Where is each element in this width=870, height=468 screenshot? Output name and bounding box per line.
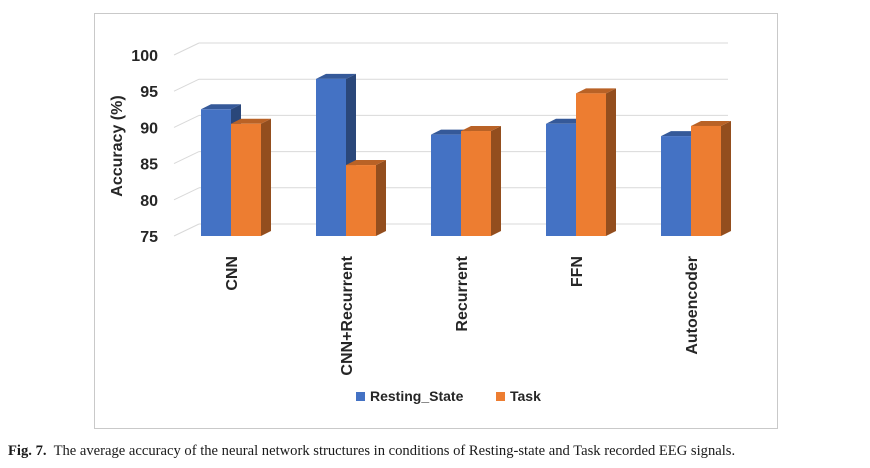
bar-top [461,126,501,132]
bar-side [261,118,271,236]
bar-Task-CNN+Recurrent [346,160,386,236]
y-tick-label: 95 [140,84,158,101]
figure-caption: Fig. 7. The average accuracy of the neur… [8,443,868,460]
bar-front [546,123,576,236]
gridline-diagonal [173,114,200,128]
legend-swatch [496,392,505,401]
bar-Resting_State-CNN+Recurrent [316,73,356,236]
bar-top [691,120,731,126]
gridline-diagonal [173,151,200,165]
labels: 75 80 85 90 95 100 CNN CNN+Recurrent Recurrent FF… [131,48,701,376]
bar-front [431,134,461,236]
caption-label: Fig. 7. [8,443,47,459]
bar-top [576,88,616,94]
bar-front [691,125,721,236]
y-tick-label: 85 [140,157,158,174]
bar-top [346,160,386,166]
x-category-label: Autoencoder [684,256,701,355]
bar-Task-CNN [231,118,271,236]
x-category-label: Recurrent [454,255,471,331]
bar-side [376,160,386,236]
y-axis-label: Accuracy (%) [109,95,126,196]
x-category-label: CNN [224,256,241,291]
bar-Task-Recurrent [461,126,501,236]
legend-swatch [356,392,365,401]
bar-front [231,123,261,236]
bar-Task-FFN [576,88,616,236]
bar-front [461,131,491,236]
bar-chart: 75 80 85 90 95 100 CNN CNN+Recurrent Recurrent FF… [109,42,731,404]
bar-top [316,73,356,79]
bar-front [576,93,606,236]
bar-front [661,136,691,236]
x-category-label: CNN+Recurrent [339,255,356,375]
gridline-diagonal [173,187,200,201]
x-category-label: FFN [569,256,586,287]
bar-side [491,126,501,236]
bar-top [231,118,271,124]
gridline-diagonal [173,78,200,92]
y-tick-label: 80 [140,193,158,210]
y-tick-label: 90 [140,120,158,137]
bar-side [721,120,731,236]
y-tick-label: 75 [140,229,158,246]
gridline-diagonal [173,223,200,237]
bar-top [201,104,241,110]
legend-label: Task [510,388,541,404]
bar-front [316,78,346,236]
legend: Resting_State Task [356,388,541,404]
caption-text: The average accuracy of the neural netwo… [53,443,736,459]
bars [201,73,731,236]
legend-label: Resting_State [370,388,464,404]
gridline-diagonal [173,42,200,56]
bar-Task-Autoencoder [691,120,731,236]
bar-front [201,109,231,236]
bar-front [346,165,376,236]
bar-side [606,88,616,236]
y-tick-label: 100 [131,48,158,65]
